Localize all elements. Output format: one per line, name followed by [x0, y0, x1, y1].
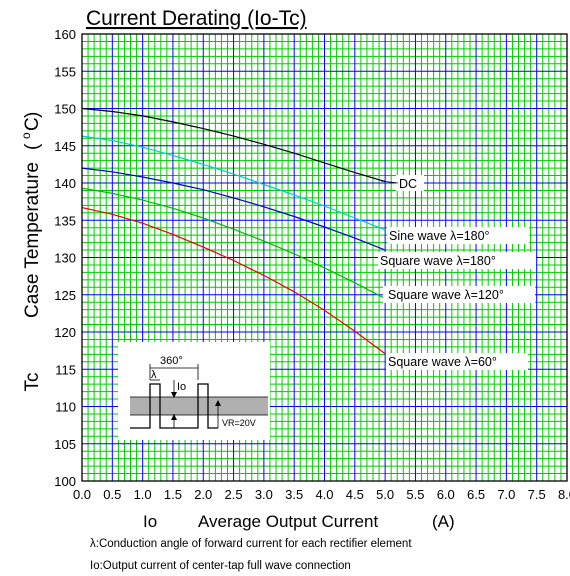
x-tick-label: 7.5: [528, 487, 546, 502]
y-tick-label: 135: [54, 213, 76, 228]
y-axis-symbol: Tc: [22, 373, 43, 392]
x-tick-label: 3.5: [285, 487, 303, 502]
inset-waveform: [130, 383, 218, 429]
y-axis-unit: C: [22, 117, 43, 131]
y-tick-label: 120: [54, 325, 76, 340]
x-tick-label: 2.5: [225, 487, 243, 502]
note-io: Io:Output current of center-tap full wav…: [90, 560, 351, 572]
label-square-120: Square wave λ=120°: [388, 288, 504, 302]
label-dc: DC: [399, 177, 417, 191]
inset-io-label: Io: [177, 381, 186, 393]
y-tick-label: 105: [54, 437, 76, 452]
x-tick-label: 5.0: [376, 487, 394, 502]
y-tick-label: 145: [54, 139, 76, 154]
y-tick-label: 130: [54, 251, 76, 266]
x-tick-label: 8.0: [558, 487, 570, 502]
y-axis-title: Case Temperature: [22, 162, 43, 318]
x-tick-label: 4.0: [315, 487, 333, 502]
x-axis-symbol: Io: [143, 512, 157, 531]
y-tick-label: 125: [54, 288, 76, 303]
inset-reverse-voltage-band: [130, 397, 268, 415]
y-tick-label: 155: [54, 64, 76, 79]
x-axis-unit: (A): [432, 512, 455, 531]
label-sine-180: Sine wave λ=180°: [389, 229, 490, 243]
y-tick-label: 100: [54, 474, 76, 489]
x-tick-label: 6.0: [437, 487, 455, 502]
y-tick-label: 150: [54, 102, 76, 117]
x-tick-label: 4.5: [346, 487, 364, 502]
y-tick-label: 110: [55, 400, 76, 415]
y-axis-unit-paren-close: ): [22, 112, 43, 118]
chart-title: Current Derating (Io-Tc): [86, 7, 307, 30]
series-line-3: [81, 187, 386, 300]
y-tick-label: 115: [55, 362, 76, 377]
x-tick-label: 6.5: [467, 487, 485, 502]
x-tick-labels: 0.0 0.5 1.0 1.5 2.0 2.5 3.0 3.5 4.0 4.5 5.0 5.5 6.0 6…: [73, 487, 570, 502]
x-tick-label: 3.0: [255, 487, 273, 502]
y-axis-unit-paren-open: (: [22, 143, 43, 150]
y-tick-labels: 100 105 110 115 120 125 130 135 140 145 150 155 160: [54, 27, 76, 489]
waveform-inset: 360° λ Io VR=20V: [118, 342, 270, 440]
x-tick-label: 0.5: [103, 487, 121, 502]
x-tick-label: 1.5: [164, 487, 182, 502]
x-tick-label: 1.0: [134, 487, 152, 502]
note-lambda: λ:Conduction angle of forward current fo…: [90, 538, 412, 550]
series-line-4: [81, 207, 386, 355]
inset-angle-label: 360°: [160, 355, 183, 367]
plot-frame: [81, 33, 568, 482]
series-line-0: [81, 107, 386, 183]
y-tick-label: 160: [54, 27, 76, 42]
x-tick-label: 2.0: [194, 487, 212, 502]
label-square-60: Square wave λ=60°: [388, 355, 497, 369]
x-axis-title: Average Output Current: [198, 512, 378, 531]
label-square-180: Square wave λ=180°: [380, 254, 496, 268]
x-tick-label: 5.5: [406, 487, 424, 502]
inset-lambda-label: λ: [151, 369, 157, 381]
x-tick-label: 0.0: [73, 487, 91, 502]
inset-vr-label: VR=20V: [222, 418, 256, 428]
x-tick-label: 7.0: [497, 487, 515, 502]
y-tick-label: 140: [54, 176, 76, 191]
series-line-2: [81, 167, 386, 251]
curve-annotations: DC Sine wave λ=180° Square wave λ=180° S…: [378, 175, 536, 370]
series-line-1: [81, 135, 386, 231]
series-lines: [81, 107, 386, 355]
y-axis-unit-degree: o: [19, 132, 33, 139]
